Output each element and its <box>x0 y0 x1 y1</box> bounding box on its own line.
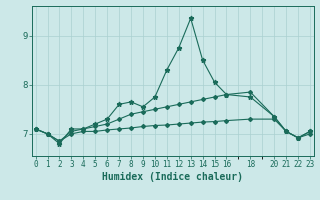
X-axis label: Humidex (Indice chaleur): Humidex (Indice chaleur) <box>102 172 243 182</box>
